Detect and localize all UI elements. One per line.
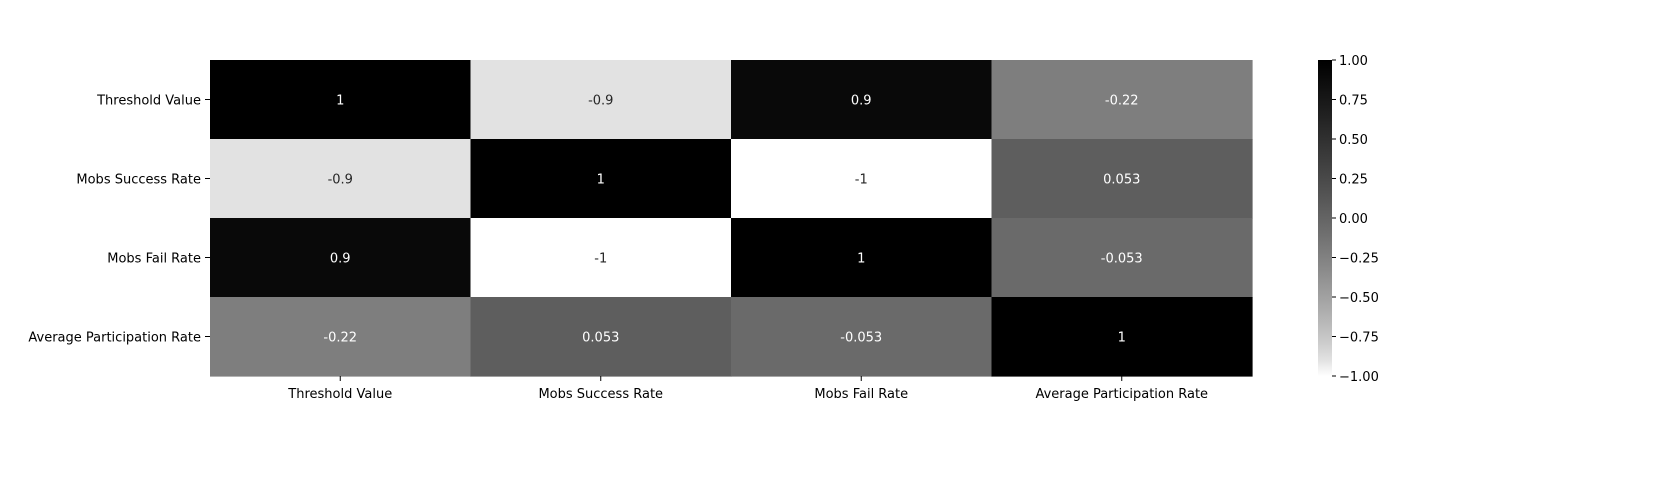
x-tick-label: Threshold Value — [287, 387, 392, 402]
heatmap-cell — [470, 60, 732, 140]
colorbar-tick-label: 1.00 — [1339, 54, 1368, 69]
heatmap-cell — [210, 139, 472, 219]
colorbar-tick-label: −0.50 — [1339, 291, 1379, 306]
cell-value-label: 0.9 — [851, 94, 872, 109]
cell-value-label: 0.9 — [330, 252, 351, 267]
y-axis: Threshold Value Mobs Success Rate Mobs Fai… — [28, 94, 210, 346]
heatmap-cell-labels: 1 -0.9 0.9 -0.22 -0.9 1 -1 0.053 0.9 -1 1 -0.053 -0.… — [323, 94, 1142, 346]
heatmap-cell — [991, 139, 1253, 219]
cell-value-label: 0.053 — [582, 331, 619, 346]
y-tick-label: Average Participation Rate — [28, 331, 201, 346]
cell-value-label: -1 — [594, 252, 607, 267]
x-tick-label: Average Participation Rate — [1035, 387, 1208, 402]
heatmap-cell — [470, 297, 732, 377]
cell-value-label: 0.053 — [1103, 173, 1140, 188]
cell-value-label: -1 — [855, 173, 868, 188]
heatmap-cell — [731, 60, 993, 140]
heatmap-cell — [470, 139, 732, 219]
y-tick-label: Threshold Value — [96, 94, 201, 109]
colorbar-tick-label: −0.25 — [1339, 252, 1379, 267]
heatmap-cell — [210, 297, 472, 377]
colorbar-gradient — [1318, 60, 1332, 376]
cell-value-label: -0.22 — [1105, 94, 1139, 109]
heatmap-cell — [991, 60, 1253, 140]
heatmap-cell — [731, 139, 993, 219]
heatmap-cell — [991, 218, 1253, 298]
cell-value-label: -0.9 — [328, 173, 353, 188]
colorbar-tick-label: 0.00 — [1339, 212, 1368, 227]
colorbar: 1.00 0.75 0.50 0.25 0.00 −0.25 −0.50 −0.75 −1.00 — [1318, 54, 1379, 385]
y-tick-label: Mobs Success Rate — [76, 173, 201, 188]
heatmap-cell — [210, 60, 472, 140]
colorbar-tick-label: −1.00 — [1339, 370, 1379, 385]
cell-value-label: -0.053 — [840, 331, 882, 346]
colorbar-tick-label: 0.25 — [1339, 173, 1368, 188]
colorbar-tick-label: 0.75 — [1339, 94, 1368, 109]
cell-value-label: 1 — [336, 94, 344, 109]
cell-value-label: 1 — [1118, 331, 1126, 346]
heatmap-cell — [210, 218, 472, 298]
colorbar-tick-label: −0.75 — [1339, 331, 1379, 346]
cell-value-label: -0.22 — [323, 331, 357, 346]
cell-value-label: -0.053 — [1101, 252, 1143, 267]
x-axis: Threshold Value Mobs Success Rate Mobs Fai… — [287, 376, 1208, 402]
heatmap-cell — [731, 297, 993, 377]
heatmap-cell — [731, 218, 993, 298]
cell-value-label: 1 — [857, 252, 865, 267]
x-tick-label: Mobs Fail Rate — [814, 387, 908, 402]
x-tick-label: Mobs Success Rate — [538, 387, 663, 402]
colorbar-tick-label: 0.50 — [1339, 133, 1368, 148]
y-tick-label: Mobs Fail Rate — [107, 252, 201, 267]
cell-value-label: 1 — [597, 173, 605, 188]
heatmap-cell — [470, 218, 732, 298]
heatmap-cells — [210, 60, 1253, 377]
heatmap-cell — [991, 297, 1253, 377]
cell-value-label: -0.9 — [588, 94, 613, 109]
